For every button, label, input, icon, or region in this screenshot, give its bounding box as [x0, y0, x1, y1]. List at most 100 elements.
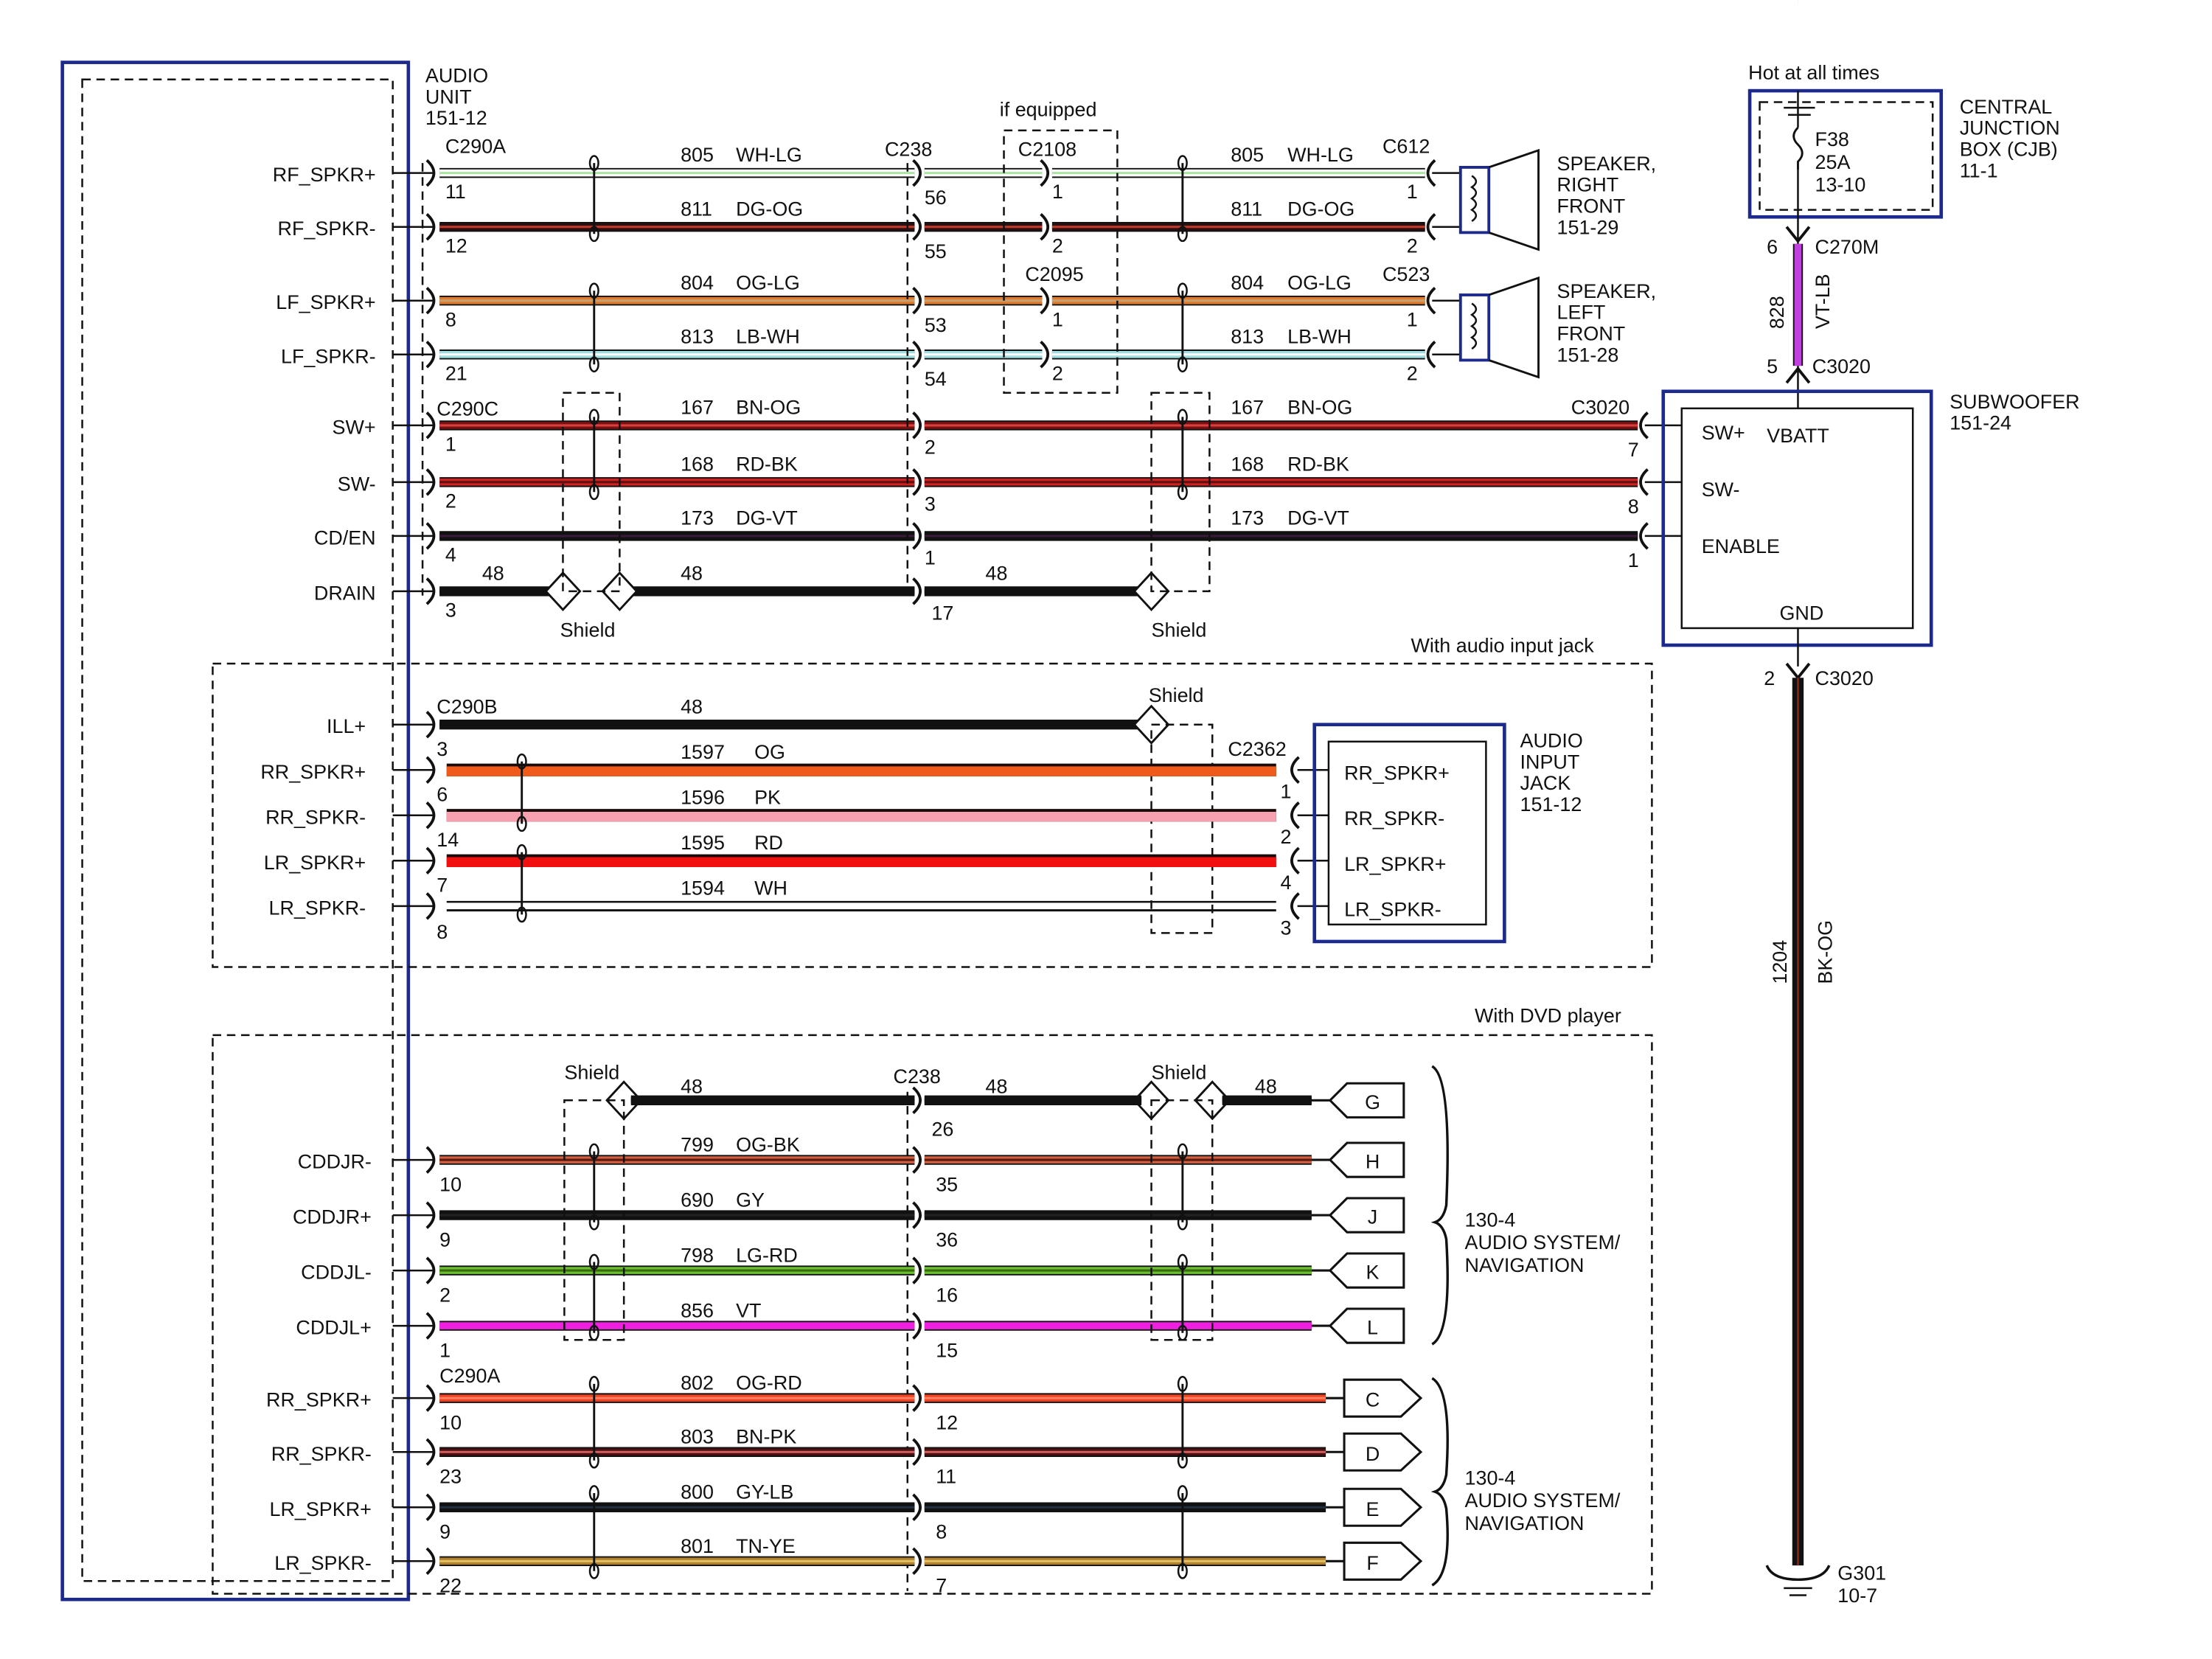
connector-pin-icon: [425, 1146, 436, 1174]
pin-label: ILL+: [327, 715, 366, 737]
wire-color-code: GY: [736, 1189, 765, 1211]
connector-label: C290A: [445, 136, 506, 158]
audio-unit-title: AUDIO: [425, 65, 488, 87]
connector-pin-icon: [912, 411, 922, 439]
twisted-pair-icon: [588, 155, 599, 243]
connector-pin-number: 3: [1281, 917, 1292, 939]
twist-loop: [1177, 226, 1188, 243]
speaker-title: 151-28: [1557, 344, 1619, 366]
terminal-connector-icon: [1311, 1307, 1405, 1344]
twisted-pair-icon: [588, 1253, 599, 1341]
terminal-connector-icon: [1311, 1197, 1405, 1234]
speaker-title: SPEAKER,: [1557, 153, 1657, 175]
twisted-pair-icon: [516, 844, 527, 923]
audio-input-jack-title: AUDIO: [1520, 729, 1583, 751]
pin-label: RR_SPKR+: [260, 761, 366, 783]
twist-loop: [588, 282, 599, 299]
connector-pin-icon: [425, 710, 436, 739]
wire-color-code: WH: [754, 877, 787, 899]
connector-pin-icon: [425, 1256, 436, 1284]
circuit-number: 804: [1231, 271, 1264, 293]
wire-color-code: DG-OG: [1287, 198, 1354, 220]
jack-pin-label: RR_SPKR-: [1344, 807, 1444, 830]
twist-loop: [1177, 356, 1188, 373]
connector-pin-icon: [912, 1312, 922, 1340]
connector-label: C3020: [1815, 667, 1874, 689]
connector-pin-number: 53: [925, 314, 947, 336]
twist-loop: [588, 1485, 599, 1501]
connector-pin-number: 1: [925, 546, 936, 568]
speaker-title: FRONT: [1557, 195, 1626, 217]
connector-pin-number: 2: [439, 1284, 451, 1306]
audio-input-jack-title: JACK: [1520, 772, 1571, 794]
connector-pin-icon: [1639, 522, 1649, 550]
module-reference: NAVIGATION: [1465, 1254, 1585, 1276]
connector-pin-icon: [425, 411, 436, 439]
ground-label: G301: [1837, 1562, 1886, 1584]
connector-pin-number: 9: [439, 1228, 451, 1251]
connector-pin-icon: [425, 468, 436, 496]
connector-pin-number: 1: [1628, 549, 1639, 571]
jack-pin-label: LR_SPKR-: [1344, 898, 1441, 920]
shield-label: Shield: [1149, 684, 1204, 706]
circuit-number: 173: [1231, 507, 1264, 529]
subwoofer-pin-label: ENABLE: [1702, 535, 1780, 557]
module-reference: AUDIO SYSTEM/: [1465, 1489, 1621, 1512]
subwoofer-pin-label: GND: [1779, 602, 1823, 624]
audio-input-jack-box: [1312, 723, 1506, 944]
connector-pin-icon: [912, 159, 922, 187]
pin-label: SW+: [333, 416, 376, 438]
connector-pin-icon: [1639, 411, 1649, 439]
circuit-number: 799: [681, 1134, 714, 1156]
audio-jack-section-box: [212, 662, 1653, 968]
speaker-coil-box: [1458, 293, 1491, 362]
pin-label: CDDJL-: [301, 1262, 372, 1284]
circuit-number: 828: [1766, 296, 1788, 329]
pin-label: SW-: [338, 473, 376, 495]
wire-color-code: BN-OG: [1287, 397, 1352, 419]
connector-pin-number: 7: [1628, 439, 1639, 461]
connector-pin-number: 2: [1407, 234, 1418, 257]
speaker-title: FRONT: [1557, 323, 1626, 345]
connector-pin-number: 12: [445, 234, 467, 257]
connector-pin-icon: [912, 286, 922, 315]
twist-loop: [588, 408, 599, 425]
connector-label: C290B: [437, 695, 497, 717]
connector-pin-icon: [1290, 846, 1300, 875]
jack-pin-label: RR_SPKR+: [1344, 762, 1450, 785]
connector-pin-icon: [425, 341, 436, 369]
connector-pin-icon: [1040, 286, 1050, 315]
connector-pin-number: 26: [931, 1118, 953, 1140]
connector-pin-number: 55: [925, 240, 947, 262]
subwoofer-title: SUBWOOFER: [1950, 391, 2079, 413]
module-reference: 130-4: [1465, 1467, 1516, 1489]
twist-loop: [588, 1562, 599, 1579]
connector-pin-icon: [425, 1384, 436, 1412]
connector-pin-number: 1: [1407, 308, 1418, 330]
circuit-number: 805: [1231, 144, 1264, 166]
connector-pin-icon: [425, 1438, 436, 1466]
circuit-number: 1596: [681, 786, 725, 808]
speaker-left-front-icon: [1458, 276, 1540, 379]
module-reference: NAVIGATION: [1465, 1512, 1585, 1534]
connector-pin-icon: [425, 577, 436, 605]
pin-label: LR_SPKR-: [269, 897, 366, 919]
connector-pin-icon: [912, 1256, 922, 1284]
twist-loop: [588, 155, 599, 172]
connector-pin-number: 2: [1764, 667, 1775, 689]
pin-label: LR_SPKR+: [270, 1498, 372, 1520]
speaker-cone: [1488, 148, 1540, 251]
connector-pin-number: 1: [1281, 781, 1292, 803]
twisted-pair-icon: [1177, 1376, 1188, 1469]
terminal-letter: K: [1366, 1262, 1380, 1284]
connector-pin-icon: [912, 1086, 922, 1115]
wire-color-code: VT-LB: [1812, 274, 1834, 329]
note-label: if equipped: [1000, 99, 1097, 121]
connector-pin-number: 17: [931, 602, 953, 624]
twist-loop: [1177, 1485, 1188, 1501]
terminal-letter: C: [1366, 1389, 1380, 1411]
speaker-coil: [1470, 175, 1478, 223]
connector-label: C2362: [1228, 738, 1286, 760]
pin-label: RR_SPKR-: [265, 806, 366, 828]
circuit-number: 48: [681, 695, 703, 717]
